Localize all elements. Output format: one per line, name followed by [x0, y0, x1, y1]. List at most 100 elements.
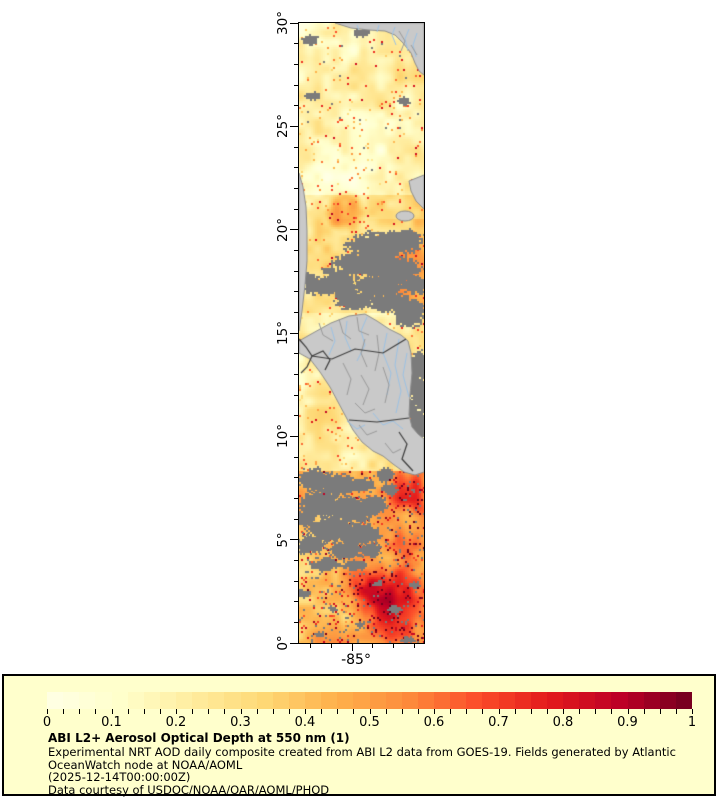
colorbar-tick	[627, 709, 629, 714]
axis-tick	[290, 332, 298, 334]
colorbar-tick	[385, 709, 387, 714]
legend-line: Data courtesy of USDOC/NOAA/OAR/AOML/PHO…	[48, 782, 330, 797]
legend-description: ABI L2+ Aerosol Optical Depth at 550 nm …	[48, 732, 702, 796]
colorbar-tick	[530, 709, 532, 714]
colorbar-step	[240, 692, 257, 709]
colorbar-step	[595, 692, 612, 709]
legend-line: OceanWatch node at NOAA/AOML	[48, 757, 243, 772]
colorbar-tick	[514, 709, 516, 714]
map-plot-frame	[298, 22, 425, 644]
colorbar-tick	[417, 709, 419, 714]
colorbar-tick	[643, 709, 645, 714]
colorbar-step	[192, 692, 209, 709]
colorbar-step	[627, 692, 644, 709]
axis-tick	[290, 642, 298, 644]
y-axis-tick-label: 25°	[275, 114, 291, 139]
colorbar-tick	[95, 709, 97, 714]
colorbar-tick	[305, 709, 306, 714]
colorbar-step	[563, 692, 580, 709]
colorbar-tick	[466, 709, 468, 714]
colorbar-tick	[176, 709, 177, 714]
colorbar-step	[321, 692, 338, 709]
axis-tick	[290, 22, 298, 24]
colorbar-tick	[675, 709, 677, 714]
axis-tick	[309, 644, 311, 648]
colorbar-tick	[434, 709, 435, 714]
axis-tick	[330, 644, 332, 648]
colorbar-step	[434, 692, 451, 709]
colorbar-tick	[659, 709, 661, 714]
axis-tick	[290, 435, 298, 437]
axis-tick	[294, 249, 298, 251]
colorbar-step	[305, 692, 322, 709]
axis-tick	[294, 270, 298, 272]
colorbar-tick	[546, 709, 548, 714]
colorbar-tick	[143, 709, 145, 714]
axis-tick	[294, 353, 298, 355]
colorbar-step	[111, 692, 128, 709]
axis-tick	[294, 187, 298, 189]
colorbar-tick-label: 0.7	[488, 715, 509, 730]
colorbar-tick	[63, 709, 65, 714]
axis-tick	[294, 146, 298, 148]
colorbar-step	[498, 692, 515, 709]
colorbar-step	[466, 692, 483, 709]
colorbar-tick	[256, 709, 258, 714]
colorbar-step	[611, 692, 628, 709]
colorbar-tick	[240, 709, 242, 714]
colorbar-step	[256, 692, 273, 709]
axis-tick	[393, 644, 395, 648]
legend-lines: Experimental NRT AOD daily composite cre…	[48, 746, 702, 796]
axis-tick	[294, 477, 298, 479]
colorbar	[47, 692, 692, 709]
axis-tick	[294, 456, 298, 458]
y-axis-tick-label: 5°	[275, 531, 291, 548]
colorbar-step	[47, 692, 64, 709]
axis-tick	[290, 125, 298, 127]
colorbar-tick	[611, 709, 613, 714]
colorbar-tick-label: 0.9	[617, 715, 638, 730]
axis-tick	[351, 644, 353, 651]
axis-tick	[294, 43, 298, 45]
colorbar-tick	[353, 709, 355, 714]
colorbar-step	[546, 692, 563, 709]
aod-map-canvas	[299, 23, 424, 643]
axis-tick	[294, 580, 298, 582]
colorbar-tick-label: 0.8	[552, 715, 574, 730]
y-axis-tick-label: 30°	[275, 11, 291, 35]
colorbar-step	[659, 692, 676, 709]
colorbar-tick	[159, 709, 161, 714]
axis-tick	[294, 311, 298, 313]
colorbar-step	[530, 692, 547, 709]
colorbar-tick	[192, 709, 194, 714]
axis-tick	[294, 208, 298, 210]
colorbar-tick	[482, 709, 484, 714]
y-axis-tick-label: 10°	[275, 424, 291, 449]
legend-title: ABI L2+ Aerosol Optical Depth at 550 nm …	[48, 731, 350, 745]
colorbar-step	[353, 692, 370, 709]
colorbar-tick	[595, 709, 597, 714]
legend-box: 0 0.1 0.2 0.3 0.4 0.5 0.6 0.7 0.8 0.9 1 ABI L2+ Ae…	[2, 674, 716, 796]
colorbar-tick	[337, 709, 339, 714]
axis-tick	[294, 84, 298, 86]
colorbar-tick	[127, 709, 129, 714]
colorbar-step	[63, 692, 80, 709]
colorbar-tick	[579, 709, 581, 714]
colorbar-step	[159, 692, 176, 709]
colorbar-tick-label: 0.6	[423, 715, 445, 730]
axis-tick	[294, 497, 298, 499]
colorbar-step	[579, 692, 596, 709]
colorbar-tick	[563, 709, 564, 714]
colorbar-tick	[692, 709, 693, 714]
axis-tick	[294, 373, 298, 375]
y-axis-tick-label: 0°	[275, 635, 291, 651]
axis-tick	[290, 539, 298, 541]
colorbar-tick-label: 0.4	[294, 715, 316, 730]
colorbar-tick	[272, 709, 274, 714]
colorbar-tick	[450, 709, 452, 714]
axis-tick	[413, 644, 415, 648]
axis-tick	[290, 229, 298, 231]
colorbar-tick	[47, 709, 48, 714]
colorbar-step	[417, 692, 434, 709]
colorbar-step	[95, 692, 112, 709]
